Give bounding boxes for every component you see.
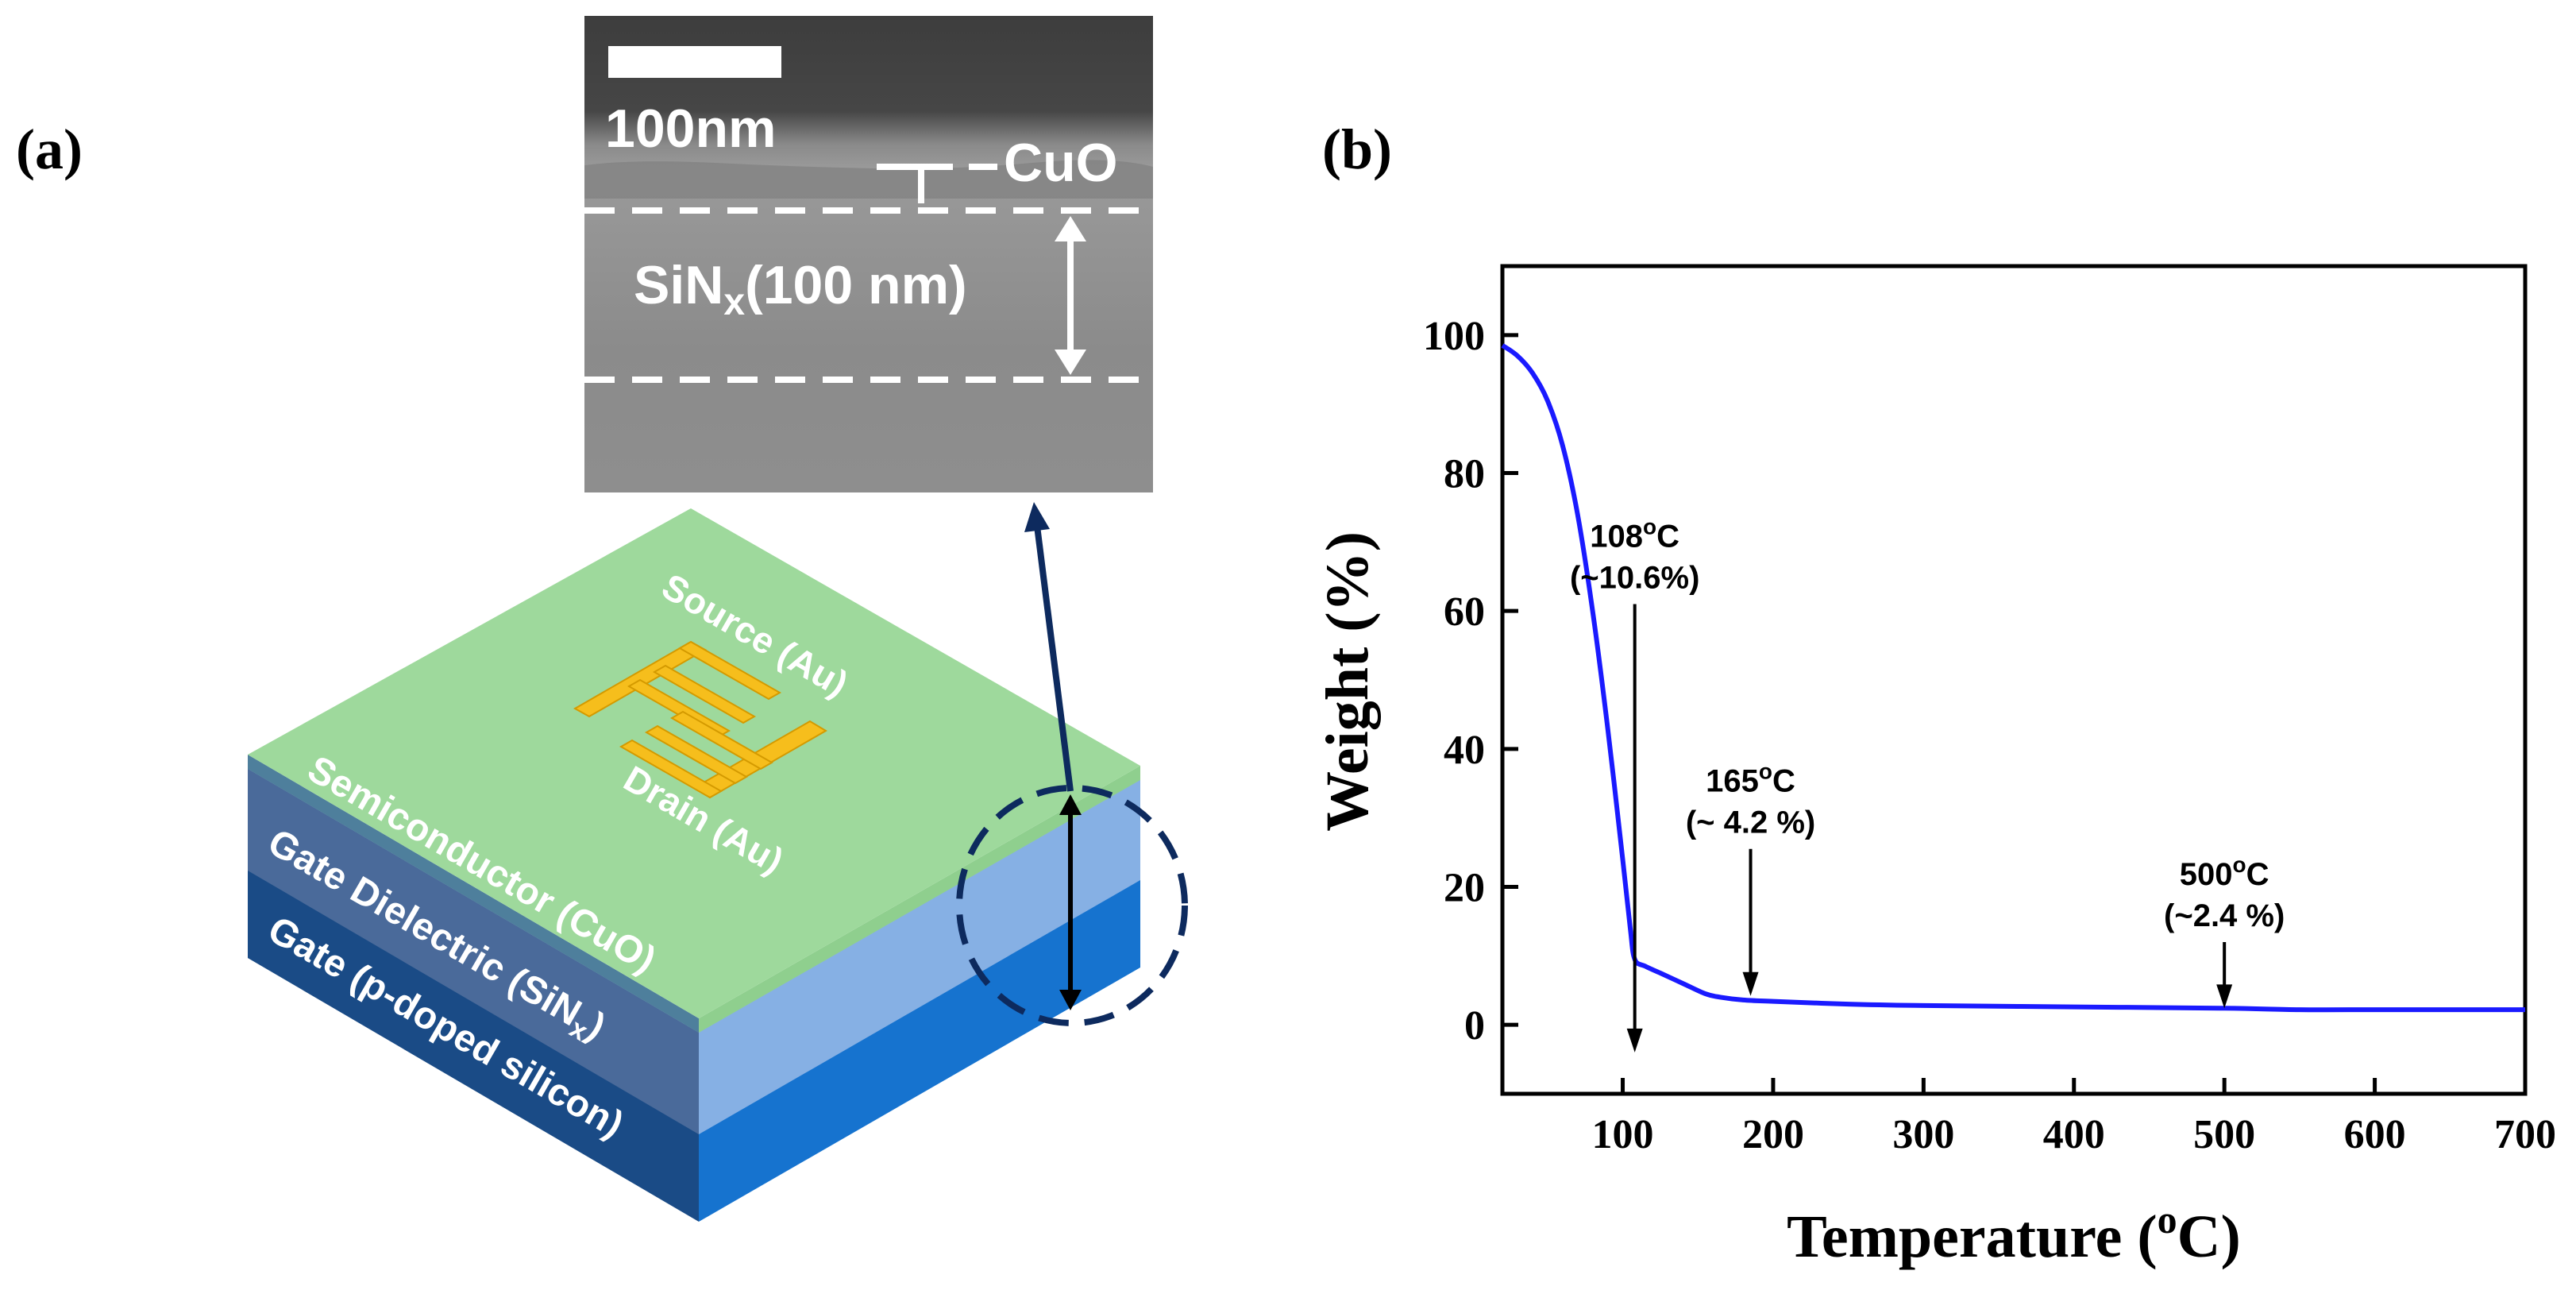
sem-arrow-down — [1055, 350, 1086, 375]
sem-image: 100nm CuO SiNx(100 nm) — [584, 16, 1153, 492]
sem-arrow-up — [1055, 216, 1086, 241]
source-finger-2 — [652, 664, 757, 724]
annotation-percentage: (~2.4 %) — [2164, 898, 2285, 933]
x-tick-label: 500 — [2193, 1112, 2255, 1157]
annotations: 108oC (~10.6%) 165oC (~ 4.2 %) 500oC (~2.4 %) — [1570, 514, 2285, 1052]
panel-a-label: (a) — [16, 118, 83, 181]
annotation-arrow-head — [1626, 1028, 1643, 1052]
callout-arrow-up — [1059, 794, 1082, 815]
plot-frame — [1500, 264, 2528, 1096]
annotation-temperature: 500oC — [2180, 852, 2269, 892]
x-tick-label: 700 — [2494, 1112, 2556, 1157]
scale-bar — [608, 46, 781, 78]
x-tick-label: 100 — [1592, 1112, 1654, 1157]
drain-finger-1 — [619, 739, 723, 799]
annotation-percentage: (~10.6%) — [1570, 560, 1699, 595]
drain-finger-3 — [669, 710, 774, 771]
sinx-label: SiNx(100 nm) — [634, 255, 967, 323]
callout-arrow-down — [1059, 990, 1082, 1010]
callout-circle — [956, 785, 1188, 1026]
callout-pointer-head — [1024, 502, 1050, 532]
drain-finger-2 — [644, 724, 749, 785]
y-tick-label: 0 — [1464, 1003, 1485, 1049]
y-tick-label: 60 — [1444, 589, 1485, 635]
x-tick-label: 400 — [2043, 1112, 2105, 1157]
y-axis-title: Weight (%) — [1314, 531, 1381, 832]
y-axis: 0 20 40 60 80 100 — [1423, 314, 1518, 1049]
y-tick-label: 20 — [1444, 866, 1485, 911]
sem-cuo-layer — [584, 160, 1153, 199]
x-tick-label: 300 — [1892, 1112, 1954, 1157]
cuo-label: CuO — [1004, 133, 1118, 193]
semiconductor-top-face — [248, 508, 1140, 1018]
annotation-arrow-head — [2216, 984, 2233, 1009]
sem-background — [584, 16, 1153, 492]
panel-b-label: (b) — [1322, 118, 1392, 181]
annotation-temperature: 108oC — [1590, 514, 1679, 554]
x-axis-title: Temperature (oC) — [1787, 1197, 2241, 1270]
x-axis: 100 200 300 400 500 600 700 — [1592, 1078, 2556, 1157]
annotation-temperature: 165oC — [1706, 759, 1795, 799]
device-stack: Source (Au) Drain (Au) Semiconductor (Cu… — [248, 502, 1188, 1222]
annotation-percentage: (~ 4.2 %) — [1686, 805, 1815, 840]
scale-bar-label: 100nm — [605, 98, 776, 159]
semiconductor-layer-right — [699, 766, 1140, 1033]
y-tick-label: 100 — [1423, 314, 1485, 359]
x-tick-label: 600 — [2344, 1112, 2406, 1157]
interdigitated-electrodes — [573, 640, 827, 799]
semiconductor-layer-left — [248, 755, 699, 1033]
dielectric-layer-right — [699, 780, 1140, 1134]
y-tick-label: 80 — [1444, 452, 1485, 497]
dielectric-layer-left — [248, 769, 699, 1134]
x-tick-label: 200 — [1742, 1112, 1804, 1157]
source-finger-1 — [677, 640, 782, 701]
y-tick-label: 40 — [1444, 728, 1485, 773]
callout-pointer-line — [1034, 525, 1074, 792]
annotation-arrow-head — [1742, 971, 1759, 996]
tga-series-line — [1501, 343, 2525, 1013]
tga-chart: 0 20 40 60 80 100 100 200 300 400 500 600 700 108oC… — [1314, 264, 2556, 1270]
